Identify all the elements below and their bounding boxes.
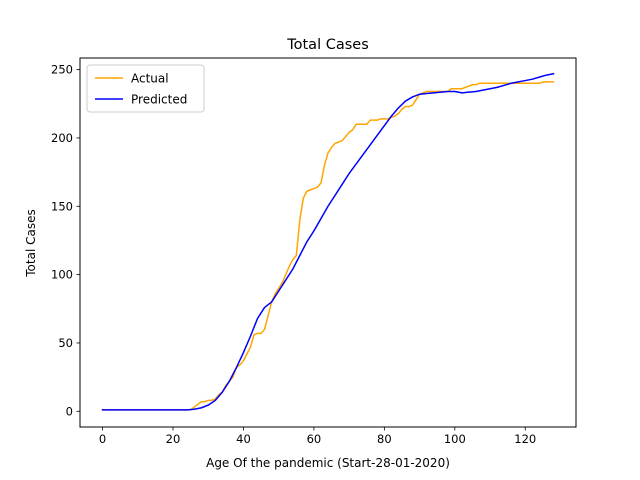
- x-axis: 0 20 40 60 80 100 120: [99, 427, 536, 446]
- x-tick-label: 20: [166, 432, 181, 446]
- y-tick-label: 200: [51, 131, 73, 145]
- plot-frame: [79, 57, 577, 428]
- y-axis: 0 50 100 150 200 250: [51, 63, 80, 418]
- y-tick-label: 150: [51, 199, 73, 213]
- y-tick-label: 0: [66, 404, 73, 418]
- chart-title: Total Cases: [286, 37, 369, 53]
- x-tick-label: 40: [236, 432, 251, 446]
- x-tick-label: 100: [444, 432, 466, 446]
- x-tick-label: 120: [514, 432, 536, 446]
- y-tick-label: 250: [51, 63, 73, 77]
- y-tick-label: 100: [51, 268, 73, 282]
- x-tick-label: 60: [307, 432, 322, 446]
- y-axis-label: Total Cases: [24, 209, 38, 277]
- legend-label-actual: Actual: [131, 72, 169, 86]
- x-axis-label: Age Of the pandemic (Start-28-01-2020): [206, 456, 450, 470]
- legend-label-predicted: Predicted: [131, 93, 187, 107]
- series-line-predicted: [101, 72, 555, 411]
- x-tick-label: 80: [377, 432, 392, 446]
- x-tick-label: 0: [99, 432, 106, 446]
- series-layer: [101, 72, 555, 411]
- legend-box: [86, 64, 205, 113]
- y-tick-label: 50: [58, 336, 73, 350]
- series-line-actual: [101, 81, 555, 411]
- legend: Actual Predicted: [86, 64, 205, 113]
